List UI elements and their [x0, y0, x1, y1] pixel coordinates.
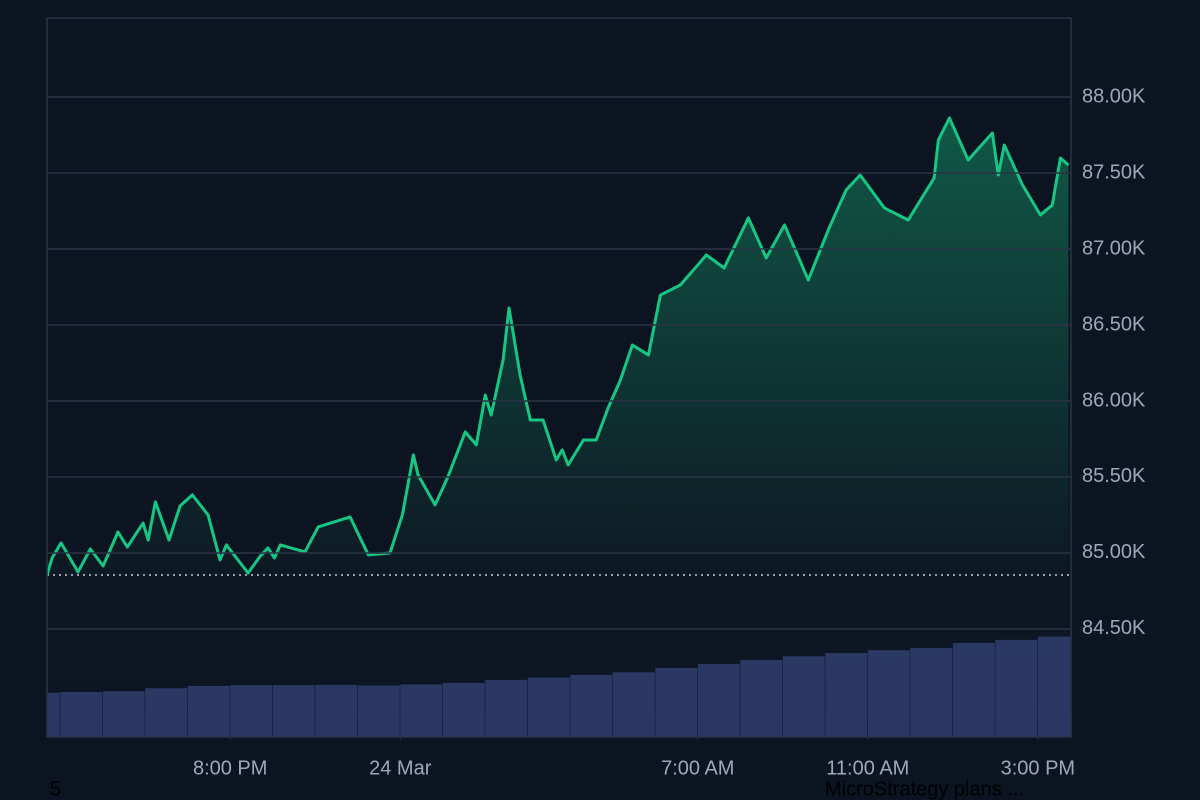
y-tick-label: 84.50K — [1082, 617, 1146, 639]
annotation: MicroStrategy plans ... — [825, 778, 1024, 800]
x-tick-label: 7:00 AM — [661, 757, 734, 779]
plot-area — [47, 116, 1071, 737]
annotation: 5 — [50, 778, 61, 800]
area — [47, 118, 1069, 737]
x-tick-label: 24 Mar — [369, 757, 432, 779]
y-tick-label: 85.00K — [1082, 541, 1146, 563]
y-tick-label: 88.00K — [1082, 85, 1146, 107]
y-tick-label: 87.00K — [1082, 237, 1146, 259]
y-tick-label: 87.50K — [1082, 161, 1146, 183]
y-tick-label: 86.50K — [1082, 313, 1146, 335]
x-tick-label: 3:00 PM — [1001, 757, 1075, 779]
plot-frame — [46, 17, 1072, 738]
x-tick-label: 11:00 AM — [826, 757, 909, 779]
x-tick-label: 8:00 PM — [193, 757, 267, 779]
y-tick-label: 85.50K — [1082, 465, 1146, 487]
y-tick-label: 86.00K — [1082, 389, 1146, 411]
line — [47, 116, 1070, 576]
